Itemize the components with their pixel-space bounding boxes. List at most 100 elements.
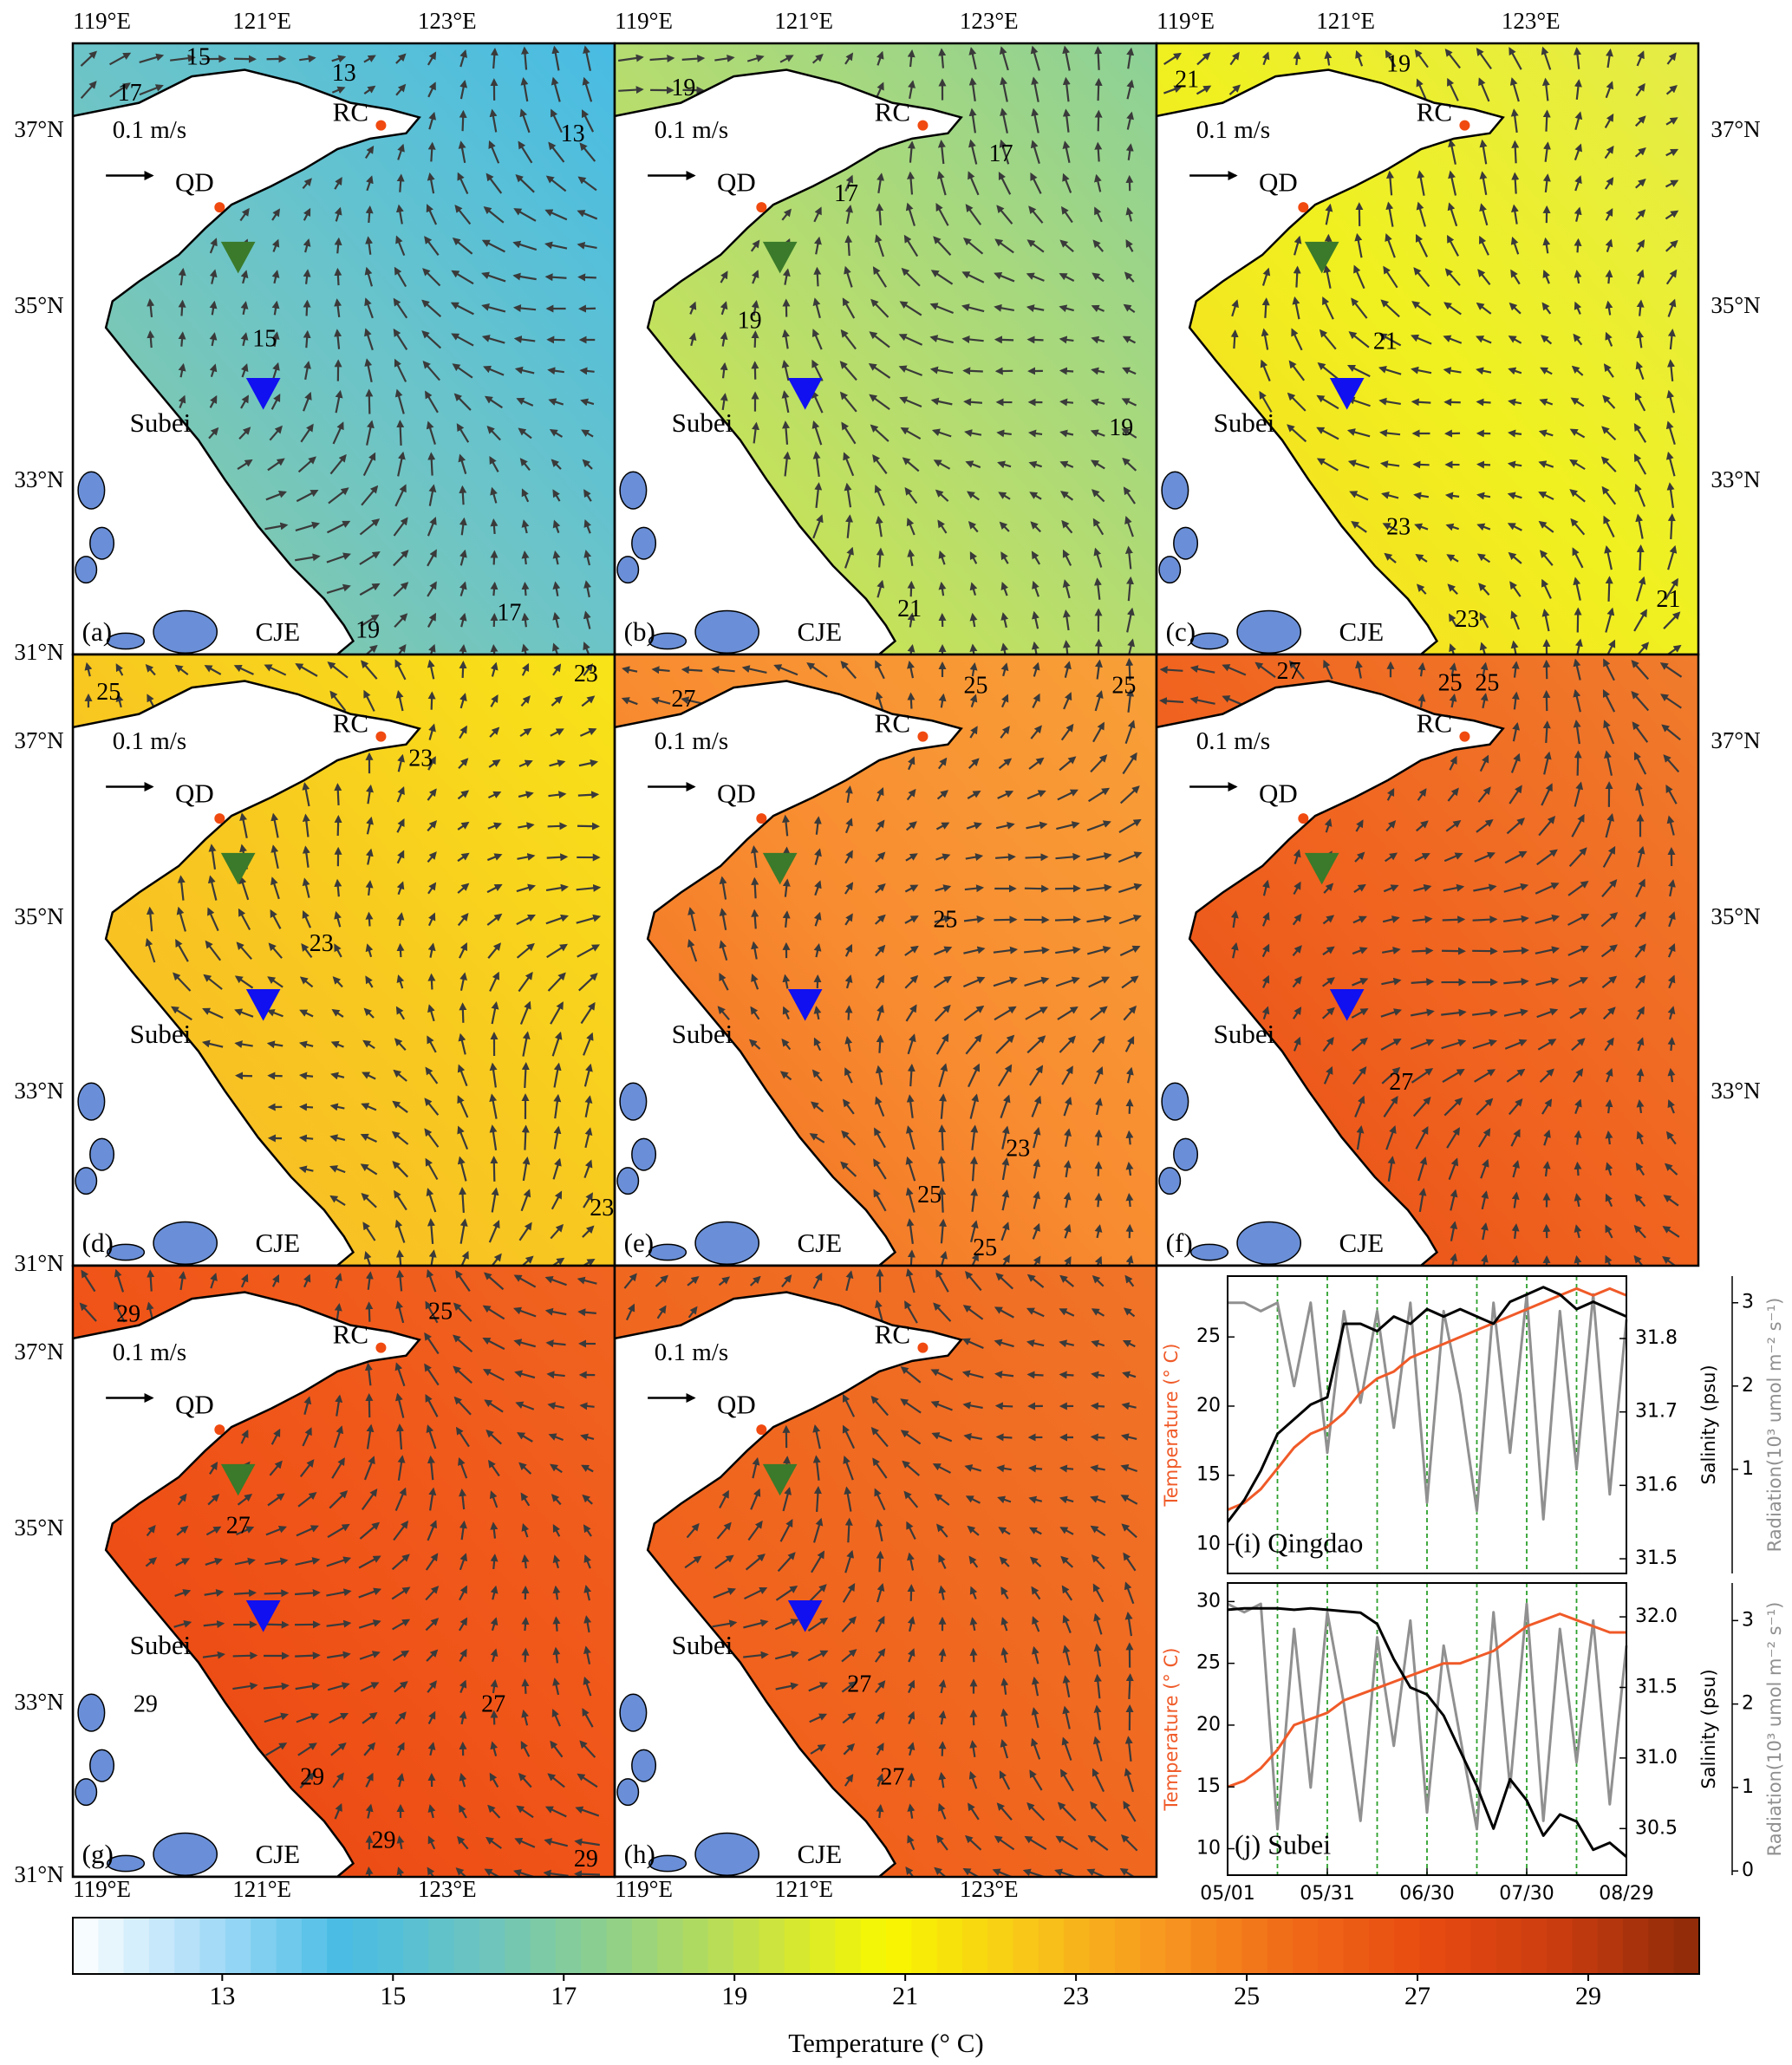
contour-label: 29: [574, 1846, 598, 1873]
current-vector: [240, 394, 249, 409]
current-vector: [1414, 49, 1429, 68]
current-vector: [303, 391, 312, 412]
current-vector: [1125, 1193, 1134, 1208]
current-vector: [552, 642, 560, 655]
scale-label: 0.1 m/s: [655, 727, 728, 755]
y-tick-label: 10: [1196, 1533, 1221, 1554]
current-vector: [874, 234, 884, 257]
colorbar-cell: [479, 1918, 505, 1974]
rc-site: [375, 120, 387, 131]
current-vector: [233, 664, 254, 675]
x-tick-label: 05/31: [1300, 1883, 1354, 1905]
current-vector: [1667, 359, 1675, 381]
current-vector: [521, 643, 530, 655]
current-vector: [363, 55, 376, 63]
current-vector: [581, 109, 595, 133]
current-vector: [998, 492, 1011, 500]
colorbar-cell: [1318, 1918, 1345, 1974]
current-vector: [994, 1402, 1013, 1410]
current-vector: [1541, 77, 1550, 101]
current-vector: [1574, 238, 1582, 253]
current-vector: [1125, 1098, 1134, 1114]
colorbar-cell: [555, 1918, 582, 1974]
current-vector: [961, 271, 985, 283]
current-vector: [272, 362, 280, 379]
current-vector: [1126, 47, 1135, 69]
current-vector: [458, 453, 467, 474]
current-vector: [209, 300, 218, 316]
current-vector: [334, 206, 342, 222]
lake: [619, 471, 648, 510]
current-vector: [1635, 361, 1645, 381]
colorbar-cell: [1114, 1918, 1141, 1974]
colorbar-cell: [377, 1918, 404, 1974]
lake: [631, 526, 657, 560]
current-vector: [364, 358, 373, 382]
current-vector: [267, 458, 285, 472]
contour-label: 25: [1111, 673, 1136, 700]
colorbar-cell: [428, 1918, 455, 1974]
current-vector: [393, 582, 409, 597]
lake: [1161, 1082, 1189, 1121]
current-vector: [1000, 612, 1009, 629]
current-vector: [580, 398, 595, 407]
current-vector: [453, 393, 472, 411]
current-vector: [876, 547, 884, 568]
current-vector: [396, 912, 405, 927]
scale-label: 0.1 m/s: [113, 116, 186, 144]
current-vector: [424, 236, 440, 256]
station-qingdao: [220, 241, 256, 274]
colorbar-cell: [403, 1918, 429, 1974]
rc-site: [917, 731, 929, 742]
current-vector: [583, 489, 592, 502]
current-vector: [1059, 1464, 1074, 1473]
lat-label: 37°N: [14, 727, 63, 753]
current-vector: [422, 360, 440, 381]
current-vector: [681, 666, 703, 674]
current-vector: [490, 1554, 499, 1570]
panel-label: (f): [1166, 1228, 1193, 1258]
current-vector: [1635, 576, 1646, 602]
current-vector: [1125, 1673, 1134, 1699]
current-vector: [999, 139, 1010, 165]
current-vector: [583, 45, 592, 71]
colorbar-cell: [98, 1918, 125, 1974]
current-vector: [898, 365, 922, 376]
current-vector: [334, 298, 342, 317]
current-vector: [1383, 265, 1398, 289]
current-vector: [240, 270, 249, 284]
current-vector: [1635, 513, 1644, 539]
current-vector: [1261, 297, 1270, 318]
current-vector: [1353, 264, 1365, 290]
y2-tick-label: 31.6: [1635, 1474, 1678, 1495]
current-vector: [1000, 582, 1009, 596]
map-content: 29 25 27 29 27 29 29 29 0.1 m/s QD RC Subei CJE (g): [73, 1266, 615, 1877]
current-vector: [295, 521, 321, 531]
current-vector: [898, 334, 923, 346]
current-vector: [454, 205, 472, 225]
lake: [153, 1832, 218, 1877]
current-vector: [750, 239, 760, 252]
current-vector: [1636, 642, 1650, 655]
current-vector: [907, 49, 916, 68]
current-vector: [1574, 750, 1582, 776]
place-label: CJE: [256, 1839, 301, 1869]
current-vector: [1293, 235, 1302, 256]
current-vector: [961, 303, 985, 313]
current-vector: [1605, 81, 1614, 99]
current-vector: [1030, 140, 1040, 165]
current-vector: [811, 53, 824, 64]
current-vector: [1093, 577, 1102, 600]
current-vector: [811, 329, 823, 350]
current-vector: [1413, 492, 1430, 500]
current-vector: [1126, 111, 1134, 130]
map-panel: 15 17 13 13 15 19 17 0.1 m/s QD RC Subei CJE (a): [71, 42, 616, 656]
contour-label: 23: [310, 930, 334, 957]
qd-site: [1298, 202, 1309, 213]
current-vector: [1635, 209, 1646, 220]
current-vector: [516, 397, 534, 407]
colorbar-cell: [1547, 1918, 1574, 1974]
current-vector: [1385, 49, 1397, 68]
lake: [1236, 1221, 1302, 1266]
current-vector: [365, 388, 374, 414]
